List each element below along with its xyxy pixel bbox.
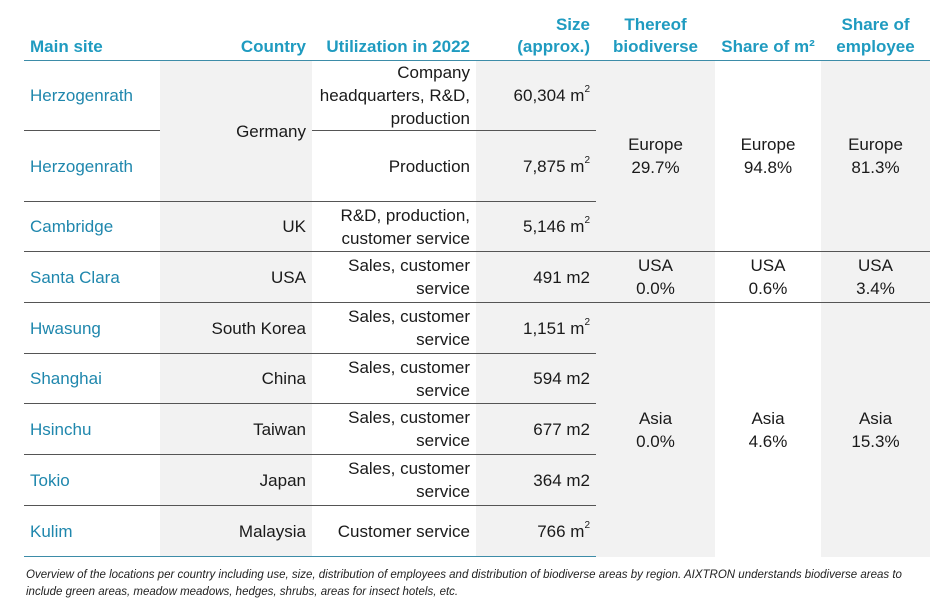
utilization-cell: Sales, customer service	[312, 454, 476, 506]
europe-share-m2-cell: Europe 94.8%	[715, 61, 821, 252]
country-cell: Germany	[160, 60, 312, 202]
asia-share-employee-cell: Asia 15.3%	[821, 302, 930, 557]
size-cell: 594 m2	[476, 353, 596, 404]
region-label: USA	[858, 256, 893, 275]
utilization-cell: Production	[312, 130, 476, 202]
size-superscript: 2	[584, 316, 590, 328]
utilization-cell: Sales, customer service	[312, 403, 476, 455]
header-country: Country	[160, 10, 312, 61]
header-share-m2: Share of m²	[715, 10, 821, 61]
table-row: Santa Clara USA Sales, customer service …	[24, 251, 930, 303]
utilization-cell: Sales, customer service	[312, 302, 476, 354]
size-cell: 1,151 m2	[476, 302, 596, 354]
table-row: Kulim Malaysia Customer service 766 m2	[24, 505, 930, 557]
table-row: Herzogenrath Germany Company headquarter…	[24, 60, 930, 252]
size-value: 5,146 m	[523, 217, 585, 236]
size-cell: 364 m2	[476, 454, 596, 506]
table-row: Shanghai China Sales, customer service 5…	[24, 353, 930, 404]
country-cell: China	[160, 353, 312, 404]
region-value: 29.7%	[631, 158, 680, 177]
region-label: Europe	[848, 135, 903, 154]
header-utilization: Utilization in 2022	[312, 10, 476, 61]
size-value: 60,304 m	[513, 86, 585, 105]
size-value: 7,875 m	[523, 156, 585, 176]
region-label: Europe	[740, 135, 796, 154]
usa-share-employee-cell: USA 3.4%	[821, 251, 930, 303]
table-row: Herzogenrath Production 7,875 m2	[24, 130, 930, 202]
region-value: 0.6%	[748, 279, 788, 298]
utilization-cell: Sales, customer service	[312, 353, 476, 404]
size-cell: 7,875 m2	[476, 130, 596, 202]
region-label: Asia	[858, 408, 893, 428]
table-row: Tokio Japan Sales, customer service 364 …	[24, 454, 930, 506]
size-cell: 491 m2	[476, 251, 596, 303]
site-cell: Tokio	[24, 454, 160, 506]
locations-table: Main site Country Utilization in 2022 Si…	[24, 10, 930, 557]
europe-share-employee-cell: Europe 81.3%	[821, 60, 930, 252]
size-cell: 766 m2	[476, 505, 596, 557]
region-value: 3.4%	[856, 279, 895, 298]
size-cell: 5,146 m2	[476, 201, 596, 252]
usa-share-m2-cell: USA 0.6%	[715, 251, 821, 303]
country-cell: Malaysia	[160, 505, 312, 557]
size-cell: 60,304 m2	[476, 60, 596, 131]
size-cell: 677 m2	[476, 403, 596, 455]
site-cell: Kulim	[24, 505, 160, 557]
site-cell: Herzogenrath	[30, 86, 134, 105]
site-cell: Hsinchu	[24, 403, 160, 455]
region-value: 81.3%	[851, 158, 900, 177]
country-cell: USA	[160, 251, 312, 303]
europe-biodiverse-cell: Europe 29.7%	[596, 60, 715, 252]
country-cell: Taiwan	[160, 403, 312, 455]
header-row: Main site Country Utilization in 2022 Si…	[24, 10, 930, 61]
header-biodiverse: Thereof biodiverse	[596, 10, 715, 61]
asia-share-m2-cell: Asia 4.6%	[715, 302, 821, 557]
table-caption: Overview of the locations per country in…	[26, 569, 902, 598]
country-cell: South Korea	[160, 302, 312, 354]
region-value: 4.6%	[748, 431, 788, 451]
table-row: Cambridge UK R&D, production, customer s…	[24, 201, 930, 252]
header-size: Size (approx.)	[476, 10, 596, 61]
utilization-cell: Company headquarters, R&D, production	[319, 63, 470, 128]
header-main-site: Main site	[24, 10, 160, 61]
size-superscript: 2	[584, 154, 590, 166]
table-row: Hwasung South Korea Sales, customer serv…	[24, 302, 930, 557]
site-cell: Cambridge	[24, 201, 160, 252]
region-value: 94.8%	[743, 158, 793, 177]
region-value: 0.0%	[636, 279, 675, 298]
region-label: Asia	[638, 408, 673, 428]
site-cell: Shanghai	[24, 353, 160, 404]
size-value: 766 m	[537, 521, 585, 541]
country-cell: Japan	[160, 454, 312, 506]
region-label: USA	[638, 256, 673, 275]
region-label: Asia	[751, 408, 785, 428]
header-share-employee: Share of employee	[821, 10, 930, 61]
utilization-cell: Sales, customer service	[312, 251, 476, 303]
site-cell: Herzogenrath	[24, 130, 160, 202]
site-cell: Santa Clara	[24, 251, 160, 303]
region-label: Europe	[628, 135, 683, 154]
usa-biodiverse-cell: USA 0.0%	[596, 251, 715, 303]
size-value: 1,151 m	[523, 318, 585, 338]
table-row: Hsinchu Taiwan Sales, customer service 6…	[24, 403, 930, 455]
region-label: USA	[750, 256, 786, 275]
size-superscript: 2	[584, 519, 590, 531]
utilization-cell: R&D, production, customer service	[312, 201, 476, 252]
size-superscript: 2	[584, 84, 590, 96]
utilization-cell: Customer service	[312, 505, 476, 557]
region-value: 15.3%	[851, 431, 900, 451]
region-value: 0.0%	[636, 431, 675, 451]
site-cell: Hwasung	[24, 302, 160, 354]
size-superscript: 2	[584, 215, 590, 227]
country-cell: UK	[160, 201, 312, 252]
asia-biodiverse-cell: Asia 0.0%	[596, 302, 715, 557]
